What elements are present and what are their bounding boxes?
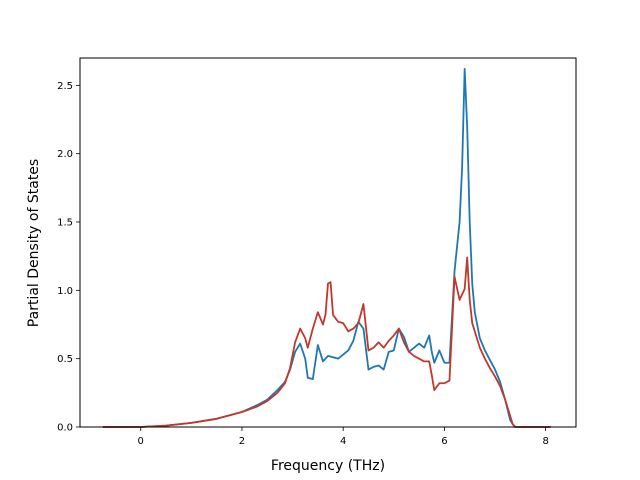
y-tick-label: 1.5 xyxy=(57,218,73,229)
x-tick-label: 8 xyxy=(542,436,548,447)
x-tick-label: 6 xyxy=(441,436,447,447)
y-tick-label: 0.0 xyxy=(57,423,73,434)
x-tick-label: 0 xyxy=(138,436,144,447)
y-tick-label: 2.5 xyxy=(57,81,73,92)
plot-frame xyxy=(79,57,577,428)
y-tick-label: 1.0 xyxy=(57,286,73,297)
ticks-layer: 0 2 4 6 8 0.0 0.5 1.0 1.5 2.0 2.5 xyxy=(57,81,549,447)
series-layer xyxy=(102,68,551,428)
y-axis-label: Partial Density of States xyxy=(26,159,42,327)
series-line-2 xyxy=(102,256,551,428)
y-tick-label: 0.5 xyxy=(57,354,73,365)
x-tick-label: 2 xyxy=(239,436,245,447)
plot-area-background xyxy=(80,58,576,427)
y-tick-label: 2.0 xyxy=(57,149,73,160)
x-axis-label: Frequency (THz) xyxy=(271,458,385,474)
x-tick-label: 4 xyxy=(340,436,346,447)
